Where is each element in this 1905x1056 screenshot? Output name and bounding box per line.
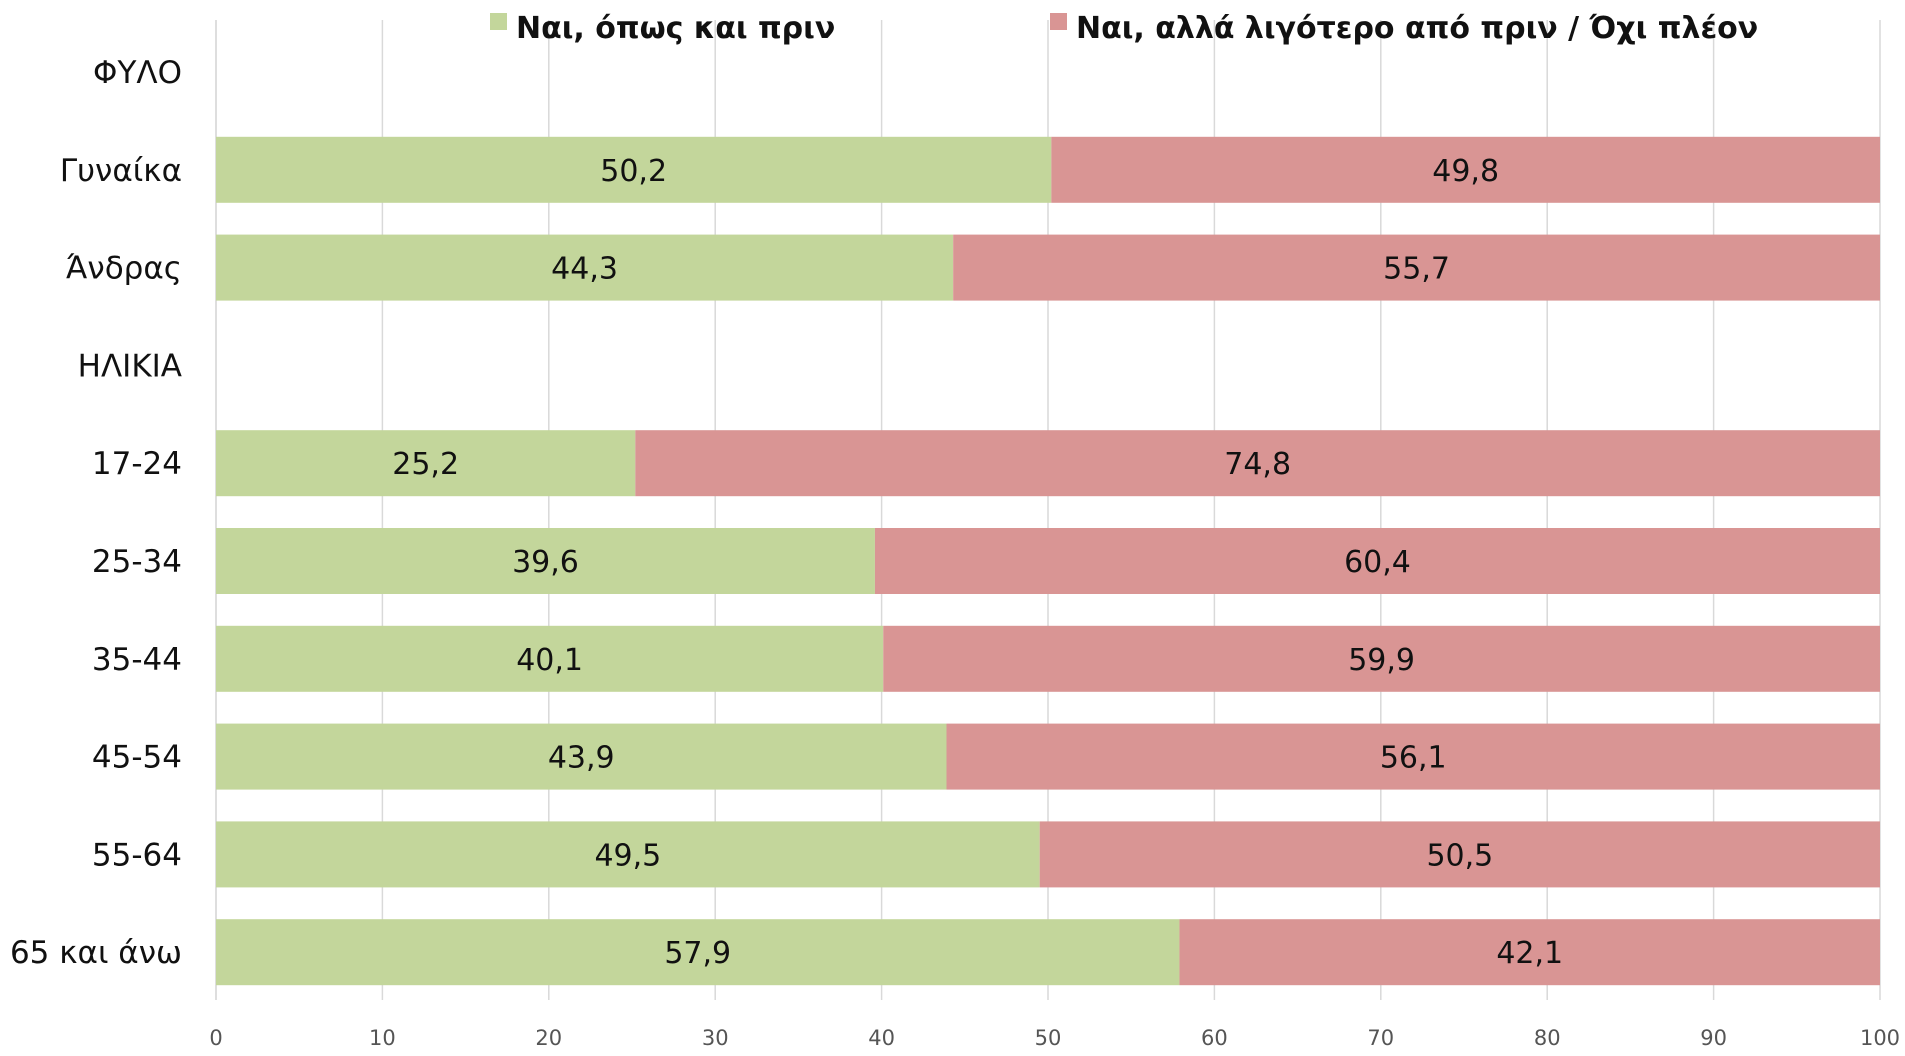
bar-segment bbox=[946, 723, 1880, 790]
bar-segment bbox=[216, 723, 947, 790]
bar-segment bbox=[216, 919, 1180, 986]
bar-segment bbox=[1179, 919, 1880, 986]
data-label: 50,2 bbox=[600, 154, 667, 189]
x-tick-label: 40 bbox=[868, 1026, 895, 1050]
x-tick-label: 30 bbox=[702, 1026, 729, 1050]
x-tick-label: 10 bbox=[369, 1026, 396, 1050]
category-label: ΦΥΛΟ bbox=[93, 55, 182, 91]
legend-swatch bbox=[490, 13, 507, 30]
x-tick-label: 60 bbox=[1201, 1026, 1228, 1050]
legend-label: Ναι, όπως και πριν bbox=[516, 11, 835, 46]
bar-segment bbox=[635, 430, 1880, 497]
bar-segment bbox=[216, 821, 1040, 888]
bar-segment bbox=[216, 430, 636, 497]
data-label: 49,5 bbox=[594, 838, 661, 873]
bar-segment bbox=[874, 528, 1880, 594]
bar-segment bbox=[953, 234, 1880, 301]
data-label: 44,3 bbox=[551, 252, 618, 287]
data-label: 43,9 bbox=[548, 741, 615, 776]
category-label: 45-54 bbox=[92, 740, 182, 776]
x-tick-label: 80 bbox=[1534, 1026, 1561, 1050]
data-label: 60,4 bbox=[1344, 545, 1411, 580]
category-label: 55-64 bbox=[92, 837, 182, 873]
data-label: 50,5 bbox=[1426, 838, 1493, 873]
data-label: 40,1 bbox=[516, 643, 583, 678]
x-tick-label: 0 bbox=[209, 1026, 222, 1050]
category-label: 25-34 bbox=[92, 544, 182, 580]
bar-segment bbox=[216, 625, 884, 692]
category-label: 17-24 bbox=[92, 446, 182, 482]
x-tick-label: 50 bbox=[1035, 1026, 1062, 1050]
x-tick-label: 90 bbox=[1700, 1026, 1727, 1050]
x-tick-label: 70 bbox=[1367, 1026, 1394, 1050]
bar-segment bbox=[216, 234, 954, 301]
x-tick-label: 20 bbox=[535, 1026, 562, 1050]
data-label: 57,9 bbox=[664, 936, 731, 971]
data-label: 49,8 bbox=[1432, 154, 1499, 189]
legend-swatch bbox=[1050, 13, 1067, 30]
bar-segment bbox=[883, 625, 1880, 692]
bar-segment bbox=[1051, 136, 1880, 203]
data-label: 39,6 bbox=[512, 545, 579, 580]
category-label: Άνδρας bbox=[66, 251, 182, 287]
category-label: ΗΛΙΚΙΑ bbox=[78, 348, 182, 384]
bar-segment bbox=[1039, 821, 1880, 888]
legend-label: Ναι, αλλά λιγότερο από πριν / Όχι πλέον bbox=[1076, 11, 1758, 46]
category-label: Γυναίκα bbox=[60, 153, 182, 189]
data-label: 55,7 bbox=[1383, 252, 1450, 287]
data-label: 25,2 bbox=[392, 447, 459, 482]
data-label: 74,8 bbox=[1224, 447, 1291, 482]
category-label: 35-44 bbox=[92, 642, 182, 678]
x-tick-label: 100 bbox=[1860, 1026, 1900, 1050]
bar-segment bbox=[216, 136, 1052, 203]
data-label: 42,1 bbox=[1496, 936, 1563, 971]
bar-segment bbox=[216, 528, 875, 594]
category-label: 65 και άνω bbox=[10, 935, 182, 971]
data-label: 59,9 bbox=[1348, 643, 1415, 678]
data-label: 56,1 bbox=[1380, 741, 1447, 776]
